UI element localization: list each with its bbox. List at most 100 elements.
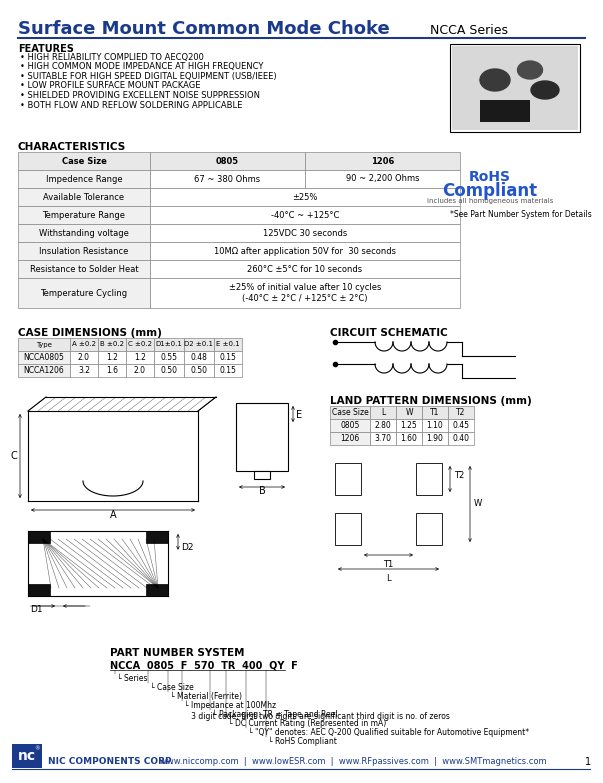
Text: 1.60: 1.60 (400, 434, 417, 443)
Text: 1206: 1206 (340, 434, 359, 443)
Text: ±25%: ±25% (292, 193, 318, 201)
Text: FEATURES: FEATURES (18, 44, 74, 54)
Bar (370, 406, 396, 419)
Bar (18, 260, 150, 278)
Bar (18, 278, 150, 308)
Text: 260°C ±5°C for 10 seconds: 260°C ±5°C for 10 seconds (247, 265, 362, 273)
Text: ±25% of initial value after 10 cycles: ±25% of initial value after 10 cycles (229, 283, 381, 292)
Text: NCCA Series: NCCA Series (430, 24, 508, 37)
Bar (370, 419, 396, 432)
Text: └ DC Current Rating (Represented in mA): └ DC Current Rating (Represented in mA) (228, 719, 387, 728)
Text: NCCA  0805  F  570  TR  400  QY  F: NCCA 0805 F 570 TR 400 QY F (110, 661, 298, 671)
Text: PART NUMBER SYSTEM: PART NUMBER SYSTEM (110, 648, 244, 658)
Text: W: W (405, 408, 412, 417)
Text: 3.2: 3.2 (78, 366, 90, 375)
Bar (12, 744, 42, 768)
Bar (28, 584, 50, 596)
Bar (70, 338, 98, 351)
Text: nc: nc (18, 749, 36, 763)
Bar (150, 224, 460, 242)
Text: 1.2: 1.2 (134, 353, 146, 362)
Text: NIC COMPONENTS CORP.: NIC COMPONENTS CORP. (48, 757, 174, 766)
Bar (335, 513, 361, 545)
Bar (70, 364, 98, 377)
Text: T1: T1 (431, 408, 440, 417)
Bar (18, 224, 150, 242)
Text: 0.45: 0.45 (452, 421, 470, 430)
Bar (214, 351, 242, 364)
Bar (448, 419, 474, 432)
Text: 1: 1 (585, 757, 591, 767)
Text: NCCA1206: NCCA1206 (24, 366, 65, 375)
Text: L: L (386, 574, 391, 583)
Text: includes all homogeneous materials: includes all homogeneous materials (427, 198, 553, 204)
Text: Type: Type (36, 341, 52, 348)
Text: 67 ~ 380 Ohms: 67 ~ 380 Ohms (194, 175, 260, 183)
Bar (305, 152, 460, 170)
Text: 0805: 0805 (216, 157, 239, 165)
Bar (150, 278, 460, 308)
Text: 2.0: 2.0 (78, 353, 90, 362)
Text: 0.48: 0.48 (191, 353, 207, 362)
Text: Insulation Resistance: Insulation Resistance (39, 247, 128, 255)
Text: W: W (474, 500, 482, 508)
Bar (422, 406, 448, 419)
Bar (70, 351, 98, 364)
Text: 2.0: 2.0 (134, 366, 146, 375)
Text: Case Size: Case Size (332, 408, 368, 417)
Text: • SHIELDED PROVIDING EXCELLENT NOISE SUPPRESSION: • SHIELDED PROVIDING EXCELLENT NOISE SUP… (20, 91, 260, 100)
Text: 0805: 0805 (340, 421, 359, 430)
Text: Impedence Range: Impedence Range (46, 175, 122, 183)
Ellipse shape (517, 61, 543, 79)
Text: T2: T2 (454, 471, 464, 479)
Text: 1.10: 1.10 (427, 421, 443, 430)
Bar (18, 206, 150, 224)
Text: 0.50: 0.50 (191, 366, 207, 375)
Bar (214, 364, 242, 377)
Text: 1.90: 1.90 (426, 434, 443, 443)
Text: D2 ±0.1: D2 ±0.1 (185, 341, 213, 348)
Bar (150, 188, 460, 206)
Bar (396, 419, 422, 432)
Bar (126, 338, 154, 351)
Text: D1±0.1: D1±0.1 (156, 341, 183, 348)
Text: 1.25: 1.25 (400, 421, 417, 430)
Bar (150, 242, 460, 260)
Bar (98, 351, 126, 364)
Bar (28, 531, 50, 543)
Text: Surface Mount Common Mode Choke: Surface Mount Common Mode Choke (18, 20, 390, 38)
Bar (422, 419, 448, 432)
Text: *See Part Number System for Details: *See Part Number System for Details (450, 210, 592, 219)
Text: 125VDC 30 seconds: 125VDC 30 seconds (263, 229, 347, 237)
Bar (18, 338, 70, 351)
Bar (184, 364, 214, 377)
Bar (146, 531, 168, 543)
Text: www.niccomp.com  |  www.lowESR.com  |  www.RFpassives.com  |  www.SMTmagnetics.c: www.niccomp.com | www.lowESR.com | www.R… (160, 757, 547, 766)
Text: 1.6: 1.6 (106, 366, 118, 375)
Bar (150, 170, 305, 188)
Text: CASE DIMENSIONS (mm): CASE DIMENSIONS (mm) (18, 328, 162, 338)
Bar (126, 364, 154, 377)
Text: C ±0.2: C ±0.2 (128, 341, 152, 348)
Bar (448, 432, 474, 445)
Bar (416, 513, 442, 545)
Bar (126, 351, 154, 364)
Bar (98, 338, 126, 351)
Bar (154, 351, 184, 364)
Text: C: C (11, 451, 17, 461)
Bar (18, 188, 150, 206)
Bar (236, 403, 288, 471)
Text: ®: ® (34, 746, 40, 751)
Text: 0.15: 0.15 (219, 366, 236, 375)
Bar (422, 432, 448, 445)
Bar (154, 338, 184, 351)
Bar (330, 419, 370, 432)
Text: CHARACTERISTICS: CHARACTERISTICS (18, 142, 126, 152)
Bar (450, 44, 580, 132)
Text: B ±0.2: B ±0.2 (100, 341, 124, 348)
Text: └ Impedance at 100Mhz
   3 digit code; first two digits are significant third di: └ Impedance at 100Mhz 3 digit code; firs… (184, 701, 450, 721)
Bar (370, 432, 396, 445)
Bar (396, 406, 422, 419)
Bar (146, 584, 168, 596)
Bar (18, 242, 150, 260)
